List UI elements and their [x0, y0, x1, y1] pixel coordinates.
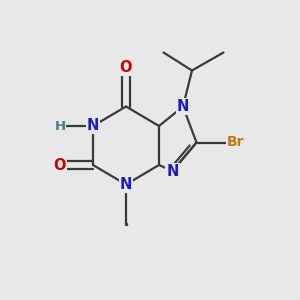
- Text: H: H: [54, 119, 66, 133]
- Text: O: O: [54, 158, 66, 172]
- Text: N: N: [120, 177, 132, 192]
- Text: Br: Br: [227, 136, 244, 149]
- Text: N: N: [166, 164, 179, 178]
- Text: O: O: [120, 60, 132, 75]
- Text: N: N: [177, 99, 189, 114]
- Text: N: N: [87, 118, 99, 134]
